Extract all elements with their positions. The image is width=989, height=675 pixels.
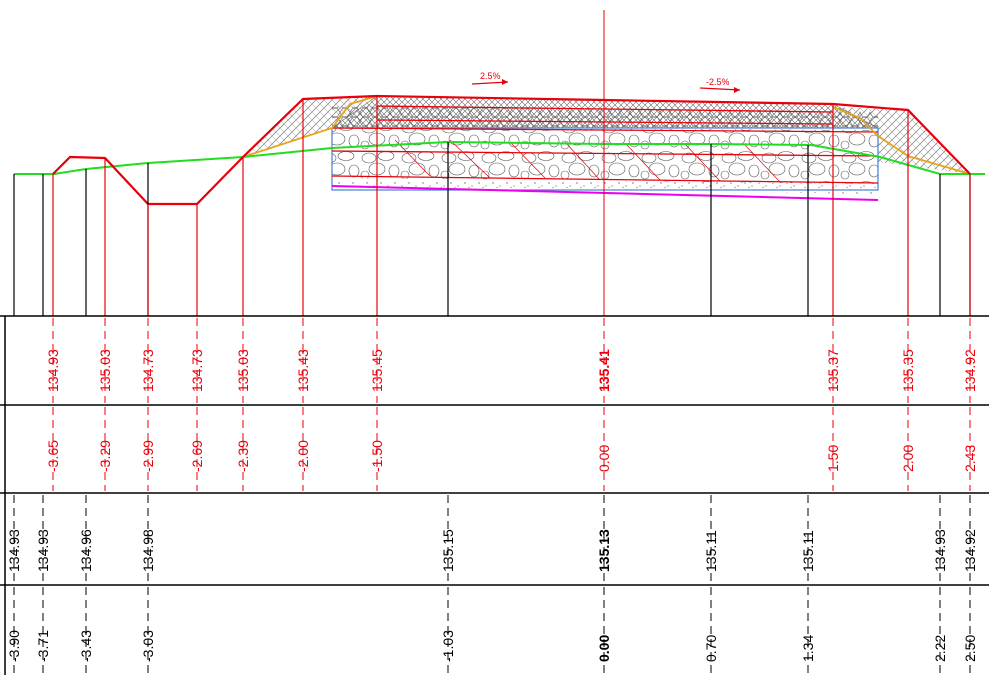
design-elevation-label: 135.35 [900,349,916,392]
ground-offset-label: -3.03 [140,630,156,662]
design-offset-label: 2.00 [900,445,916,472]
design-elevation-label: 134.73 [140,349,156,392]
ground-offset-label: 0.70 [703,635,719,662]
ground-elevation-label: 134.93 [35,529,51,572]
design-elevation-label: 135.43 [295,349,311,392]
ground-elevation-label: 135.15 [440,529,456,572]
design-profile-line [52,94,971,206]
ground-elevation-label: 134.92 [962,529,978,572]
design-elevation-label: 135.41 [596,349,612,392]
shoulder-lines [242,95,971,175]
design-offset-label: 2.43 [962,445,978,472]
ground-offset-label: 0.00 [596,635,612,662]
ground-elevation-label: 135.13 [596,529,612,572]
hexagon-base-layer [332,106,878,128]
ground-offset-label: 2.22 [932,635,948,662]
design-elevation-label: 135.45 [369,349,385,392]
pavement-layer-lines [331,105,879,184]
ground-elevation-label: 134.93 [932,529,948,572]
pavement-structure-outline [331,127,879,191]
ground-elevation-label: 135.11 [703,530,719,572]
design-elevation-label: 135.03 [235,349,251,392]
right-slope-fill [833,107,970,174]
slope-label-right: -2.5% [706,77,730,87]
ground-offset-label: -3.43 [78,630,94,662]
slope-label-left: 2.5% [480,71,501,81]
design-elevation-label: 134.92 [962,349,978,392]
design-elevation-label: 135.03 [97,349,113,392]
slope-arrow-right: -2.5% [699,77,741,93]
design-offset-label: -3.65 [45,440,61,472]
ground-elevation-label: 134.98 [140,529,156,572]
ground-elevation-row: 134.93 134.93 134.96 134.98 135.15 135.13 135.… [6,495,978,583]
design-offset-label: -3.29 [97,440,113,472]
ground-elevation-label: 135.11 [800,530,816,572]
design-elevation-label: 134.93 [45,349,61,392]
design-elevation-label: 134.73 [189,349,205,392]
ground-offset-label: -3.71 [35,630,51,662]
design-station-lines [52,96,971,316]
ground-offset-label: -3.90 [6,630,22,662]
design-elevation-label: 135.37 [825,349,841,392]
design-offset-label: 0.00 [596,445,612,472]
design-offset-label: -2.99 [140,440,156,472]
ground-elevation-label: 134.96 [78,529,94,572]
design-offset-label: -2.39 [235,440,251,472]
subgrade-line [331,185,879,201]
ground-offset-label: 2.50 [962,635,978,662]
design-offset-label: -2.69 [189,440,205,472]
data-table-frame [0,315,989,675]
ground-offset-row: -3.90 -3.71 -3.43 -3.03 -1.03 0.00 0.70 1.34 2.2… [6,587,978,675]
design-elevation-row: 134.93 135.03 134.73 134.73 135.03 135.43 135.… [45,318,978,403]
design-offset-row: -3.65 -3.29 -2.99 -2.69 -2.39 -2.00 -1.50 0.00 1… [45,407,978,491]
ground-offset-label: -1.03 [440,630,456,662]
design-offset-label: -2.00 [295,440,311,472]
slope-arrow-left: 2.5% [471,71,509,85]
design-offset-label: 1.50 [825,445,841,472]
ground-offset-label: 1.34 [800,635,816,662]
design-offset-label: -1.50 [369,440,385,472]
ground-elevation-label: 134.93 [6,529,22,572]
rock-subbase-layer [332,128,878,184]
